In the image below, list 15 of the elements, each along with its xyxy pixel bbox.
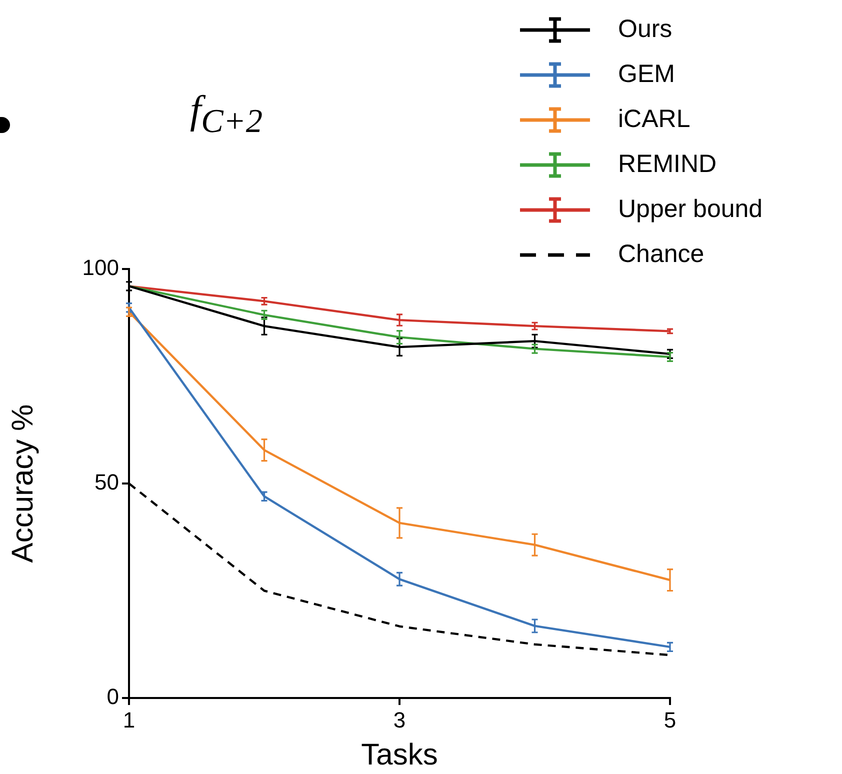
legend-label: Ours [618, 14, 672, 43]
legend-label: REMIND [618, 150, 717, 178]
legend-label: Chance [618, 240, 704, 268]
x-tick-label: 1 [122, 707, 136, 732]
y-tick-label: 50 [94, 470, 119, 495]
y-tick-label: 100 [82, 255, 119, 280]
x-tick-label: 5 [664, 707, 676, 732]
legend-label: GEM [618, 60, 675, 88]
legend-label: Upper bound [618, 194, 763, 223]
chart-title: f$_{C+2}$ [190, 86, 263, 141]
x-tick-label: 3 [393, 707, 406, 732]
x-axis-title: Tasks [361, 738, 438, 772]
y-tick-label: 0 [106, 684, 119, 710]
legend-label: iCARL [618, 104, 690, 133]
y-axis-title: Accuracy % [6, 404, 40, 563]
